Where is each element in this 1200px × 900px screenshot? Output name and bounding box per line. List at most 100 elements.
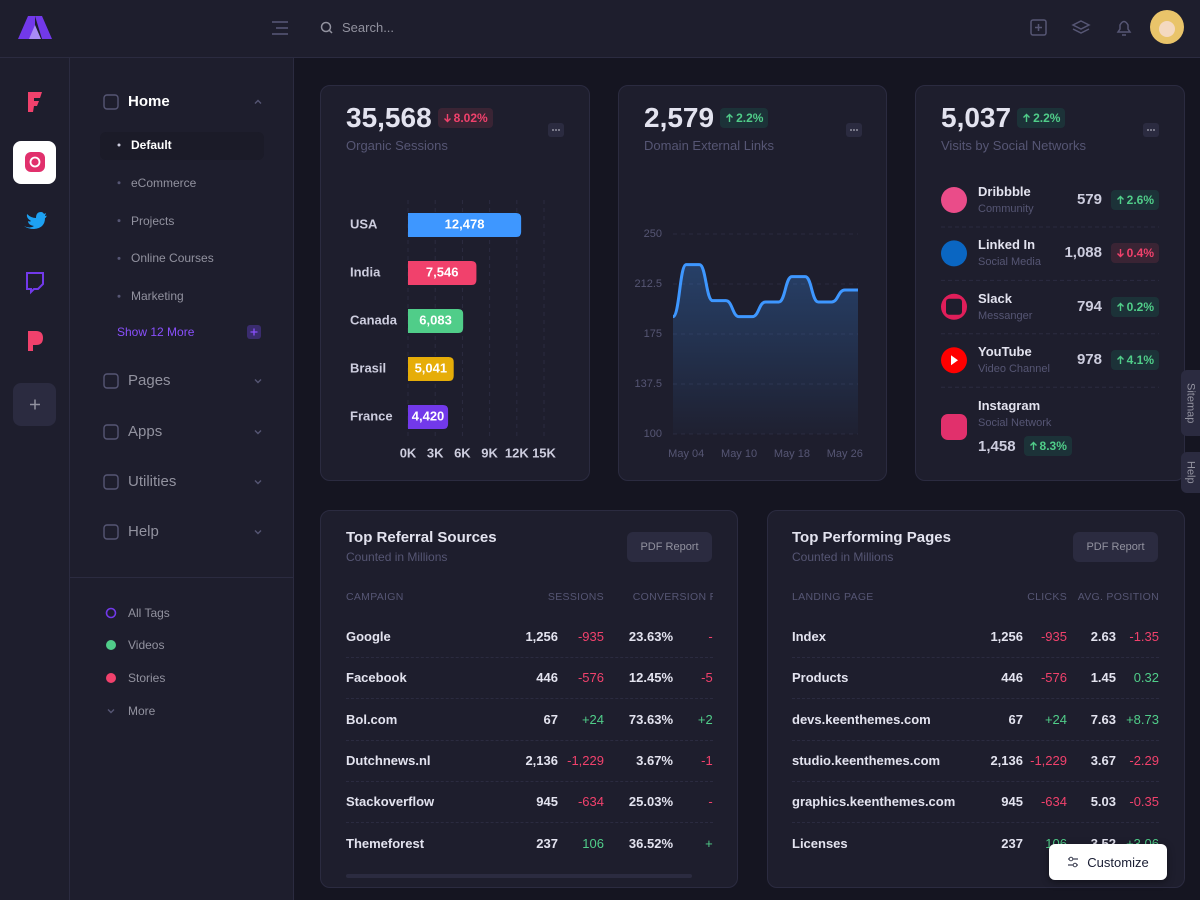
line: [671, 263, 858, 319]
social-sub: Video Channel: [978, 363, 1050, 376]
menu-icon: [103, 94, 119, 110]
cell-name: Google: [346, 629, 391, 644]
stat-value: 5,037: [941, 102, 1012, 133]
cell-value: 12.45%: [628, 670, 673, 686]
customize-icon: [1068, 856, 1079, 868]
column-header: AVG. POSITION: [1077, 591, 1159, 603]
submenu-item[interactable]: Online Courses: [131, 251, 214, 266]
cell-change: +24: [1044, 711, 1067, 727]
arrow: [1116, 302, 1124, 311]
category-label: Brasil: [350, 360, 386, 375]
stat-label: Visits by Social Networks: [941, 138, 1086, 153]
app-icon-f[interactable]: [28, 92, 42, 112]
cell-change: -1,229: [1030, 752, 1067, 768]
cell-value: 25.03%: [628, 794, 673, 810]
cell-change: -634: [1040, 794, 1067, 810]
side-tab[interactable]: Help: [1181, 452, 1200, 493]
stat-label: Domain External Links: [644, 138, 775, 153]
category-label: Canada: [350, 312, 398, 327]
change-value: 2.6%: [1126, 193, 1154, 207]
category-label: India: [350, 264, 381, 279]
arrow-path: [1029, 441, 1037, 450]
arrow-path: [726, 113, 734, 122]
cell-value: 3.67: [1090, 752, 1116, 768]
avatar-face: [1159, 21, 1175, 37]
submenu-item[interactable]: eCommerce: [131, 175, 197, 190]
tag-item[interactable]: All Tags: [128, 606, 170, 620]
social-name: Linked In: [978, 237, 1036, 253]
side-tab-label: Sitemap: [1184, 382, 1197, 424]
app-icon-twitter[interactable]: [24, 212, 47, 229]
cell-change: 0.32: [1133, 670, 1159, 686]
change-value: 0.2%: [1126, 299, 1154, 314]
cell-change: -2.29: [1129, 752, 1159, 768]
tag-item[interactable]: Videos: [128, 638, 165, 652]
change-badge: 2.2%: [1017, 108, 1066, 128]
menu-item[interactable]: Home: [128, 93, 170, 110]
x-tick-label: 0K: [400, 445, 417, 460]
sidebar-divider: [70, 577, 294, 578]
cell-name: Themeforest: [346, 835, 425, 851]
customize-button[interactable]: Customize: [1049, 844, 1167, 880]
change-badge: 8.3%: [1023, 436, 1072, 456]
change-badge: 4.1%: [1110, 350, 1159, 371]
menu-item[interactable]: Help: [128, 523, 159, 540]
cell-value: 945: [1001, 794, 1023, 810]
show-more[interactable]: Show 12 More: [117, 325, 195, 339]
cell-value: 1,256: [990, 629, 1023, 644]
scrollbar[interactable]: [346, 874, 692, 878]
cell-name: Dutchnews.nl: [346, 752, 431, 768]
bullet: [117, 181, 121, 185]
menu-item[interactable]: Pages: [128, 372, 171, 389]
row-separator: [792, 698, 1159, 700]
cell-name: Stackoverflow: [346, 794, 435, 810]
table: CAMPAIGN SESSIONS CONVERSION RATE Google 1,2…: [346, 580, 713, 865]
tag-dot: [106, 673, 116, 683]
sidebar: [70, 58, 294, 900]
tag-item[interactable]: Stories: [128, 671, 166, 685]
stat-value: 2,579: [644, 102, 715, 133]
y-tick-label: 212.5: [634, 278, 662, 290]
menu-icon: [103, 424, 119, 440]
cell-name: graphics.keenthemes.com: [792, 794, 956, 810]
social-sub: Community: [978, 203, 1034, 215]
social-sub: Social Media: [978, 256, 1041, 269]
cell-value: 446: [1001, 670, 1023, 686]
knob: [1072, 862, 1078, 868]
side-tab[interactable]: Sitemap: [1181, 370, 1200, 436]
tag-item[interactable]: More: [128, 704, 156, 718]
social-value: 1,458: [978, 437, 1016, 455]
topbar-icons[interactable]: [1030, 19, 1132, 36]
submenu-item[interactable]: Marketing: [131, 289, 184, 304]
cell-value: 7.63: [1090, 711, 1116, 727]
menu-toggle[interactable]: [272, 21, 288, 35]
change-badge: 2.6%: [1110, 190, 1159, 210]
search-icon: [320, 21, 333, 34]
more-plus: [250, 328, 258, 336]
app-icon-twitch[interactable]: [26, 272, 44, 295]
app-icon-p[interactable]: [28, 331, 43, 351]
pdf-button[interactable]: PDF Report: [1073, 532, 1158, 562]
value-label: 7,546: [426, 264, 459, 279]
menu-item[interactable]: Utilities: [128, 473, 177, 490]
submenu-item[interactable]: Default: [131, 138, 172, 152]
menu-item[interactable]: Apps: [128, 423, 163, 440]
dots-button[interactable]: [548, 123, 1159, 137]
app-icon-instagram[interactable]: [25, 152, 45, 172]
menu-icon: [103, 474, 119, 490]
submenu-item[interactable]: Projects: [131, 213, 175, 228]
cell-change: +28.73: [697, 711, 713, 727]
pdf-button[interactable]: PDF Report: [627, 532, 712, 562]
row-separator: [346, 657, 713, 658]
change-badge: 8.02%: [437, 108, 493, 128]
arrow: [1116, 249, 1124, 258]
row-separator: [792, 780, 1159, 782]
search-input[interactable]: Search...: [342, 20, 395, 35]
cell-name: Bol.com: [346, 711, 398, 727]
cell-change: +24: [581, 711, 604, 727]
arrow-path: [1116, 249, 1124, 258]
row-separator: [346, 822, 713, 824]
chevron: [254, 480, 262, 485]
x-tick-label: May 10: [721, 448, 757, 460]
cell-value: 2.63: [1090, 629, 1116, 644]
